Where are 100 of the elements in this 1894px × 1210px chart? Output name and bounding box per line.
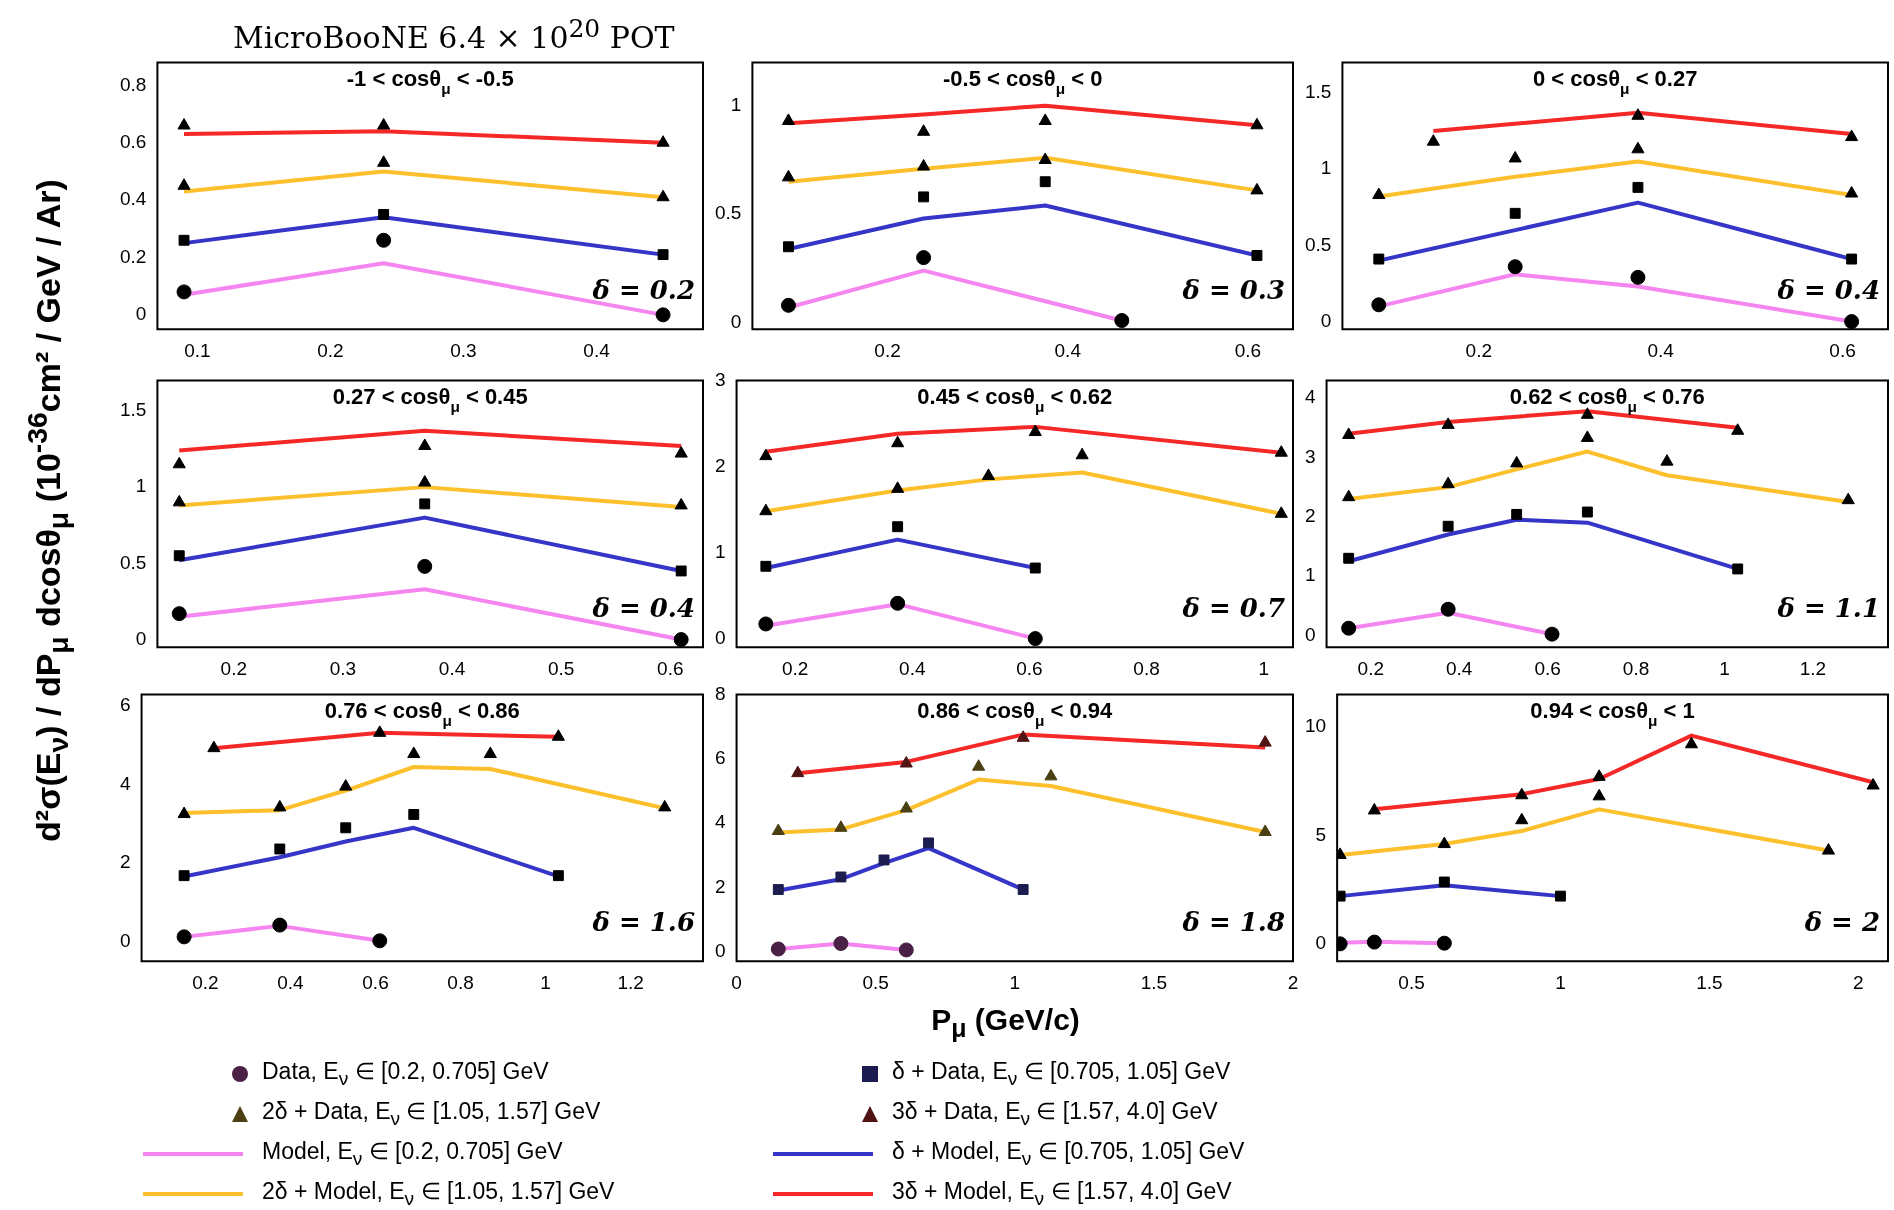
point (1366, 934, 1382, 950)
point (1441, 417, 1455, 429)
point (1426, 134, 1440, 146)
point (657, 249, 669, 261)
point (771, 823, 785, 836)
y-tick-label: 2 (1304, 505, 1316, 526)
point (1631, 108, 1645, 120)
point (1038, 113, 1052, 125)
point (759, 503, 773, 516)
point (376, 232, 392, 248)
legend-label: δ + Data, E$_{ν}$ ∈ [0.705, 1.05] GeV (892, 1058, 1231, 1090)
x-tick-label: 1 (1009, 971, 1021, 993)
y-tick-label: 4 (119, 772, 131, 794)
y-tick-label: 2 (714, 454, 726, 476)
point (1511, 508, 1523, 520)
point (176, 284, 192, 300)
point (655, 307, 671, 323)
point (1846, 253, 1858, 265)
y-tick-label: 1 (135, 475, 147, 497)
x-tick-label: 0.2 (192, 971, 219, 993)
point (1509, 207, 1521, 219)
point (273, 799, 287, 812)
point (1442, 520, 1454, 532)
point (1342, 427, 1356, 439)
point (890, 595, 906, 611)
point (1515, 812, 1529, 825)
point (1632, 181, 1644, 193)
x-axis-title: P$_{μ}$ (GeV/c) (930, 1003, 1081, 1043)
point (1555, 890, 1566, 902)
point (780, 297, 796, 313)
point (833, 936, 849, 952)
point (1371, 297, 1387, 313)
point (770, 941, 786, 957)
point (408, 809, 420, 820)
point (658, 799, 672, 812)
y-tick-label: 4 (714, 811, 726, 833)
point (1251, 250, 1263, 261)
y-tick-label: 0.5 (714, 202, 742, 224)
x-tick-label: 0.1 (184, 339, 211, 361)
point (1337, 890, 1346, 902)
point (878, 854, 890, 866)
y-tick-label: 1 (730, 94, 742, 116)
x-tick-label: 0.4 (438, 657, 466, 679)
point (274, 843, 286, 855)
point (1508, 150, 1522, 163)
legend-label: 3δ + Data, E$_{ν}$ ∈ [1.57, 4.0] GeV (892, 1098, 1218, 1130)
x-tick-label: 0.2 (781, 657, 809, 679)
point (377, 118, 391, 130)
point (1343, 552, 1355, 564)
x-tick-label: 0.2 (220, 657, 248, 679)
point (1731, 423, 1745, 435)
point (407, 746, 421, 759)
point (483, 746, 497, 759)
legend-label: 2δ + Model, E$_{ν}$ ∈ [1.05, 1.57] GeV (262, 1178, 615, 1210)
y-tick-label: 1.5 (119, 399, 147, 421)
y-tick-label: 0.8 (119, 73, 147, 95)
point (759, 448, 773, 461)
x-tick-label: 0.6 (362, 971, 389, 993)
x-tick-label: 0.4 (1445, 657, 1473, 679)
point (1373, 253, 1385, 265)
point (1075, 447, 1089, 460)
x-tick-label: 2 (1287, 971, 1299, 993)
point (1250, 117, 1264, 130)
annotation: δ = 0.2 (591, 275, 695, 306)
point (1038, 152, 1052, 165)
point (1841, 492, 1855, 505)
point (1274, 506, 1288, 518)
x-tick-label: 1 (1719, 657, 1730, 679)
point (675, 565, 687, 577)
y-tick-label: 8 (714, 682, 726, 704)
point (1440, 601, 1456, 617)
x-tick-label: 0.6 (1234, 339, 1262, 361)
annotation: δ = 1.6 (591, 907, 695, 938)
annotation: δ = 0.3 (1181, 275, 1285, 306)
legend-label: Data, E$_{ν}$ ∈ [0.2, 0.705] GeV (262, 1058, 549, 1090)
point (1821, 843, 1836, 855)
point (760, 560, 772, 572)
point (1441, 476, 1455, 489)
x-tick-label: 0.6 (1829, 339, 1856, 361)
y-tick-label: 0 (135, 303, 147, 325)
y-tick-label: 0 (1320, 309, 1332, 331)
point (172, 494, 186, 507)
point (1044, 768, 1058, 781)
point (1845, 129, 1859, 142)
point (918, 191, 930, 203)
y-tick-label: 1 (714, 540, 726, 562)
y-tick-label: 0.5 (119, 551, 147, 573)
x-tick-label: 0.2 (1357, 657, 1384, 679)
x-tick-label: 1.2 (1799, 657, 1827, 679)
point (923, 837, 934, 849)
y-tick-label: 0 (1315, 932, 1327, 954)
y-tick-label: 1 (1320, 157, 1332, 179)
y-tick-label: 6 (119, 694, 131, 716)
y-tick-label: 2 (119, 851, 131, 873)
point (418, 438, 432, 450)
point (377, 155, 391, 167)
point (1341, 620, 1357, 636)
legend-label: δ + Model, E$_{ν}$ ∈ [0.705, 1.05] GeV (892, 1138, 1245, 1170)
x-tick-label: 0.6 (1534, 657, 1561, 679)
point (1027, 631, 1043, 647)
